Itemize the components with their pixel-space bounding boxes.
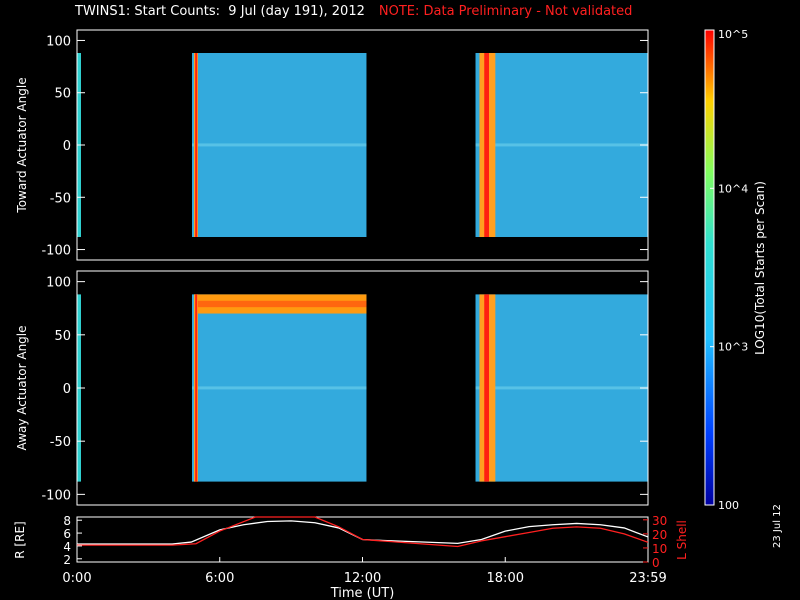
r-tick-label: 2 — [63, 553, 71, 567]
y-tick-label: 50 — [54, 87, 71, 102]
y-tick-label: -50 — [50, 191, 71, 206]
r-tick-label: 6 — [63, 527, 71, 541]
x-tick-label: 6:00 — [205, 571, 234, 586]
chart-title: TWINS1: Start Counts: 9 Jul (day 191), 2… — [75, 4, 365, 19]
high-count-core — [484, 294, 489, 482]
lshell-axis-label: L Shell — [675, 520, 689, 560]
lshell-tick-label: 20 — [652, 528, 667, 542]
date-stamp: 23 Jul 12 — [772, 504, 783, 548]
high-count-core — [195, 294, 198, 482]
colorbar-tick-label: 100 — [718, 499, 739, 512]
colorbar-tick-label: 10^5 — [718, 28, 748, 41]
y-axis-label: Away Actuator Angle — [15, 325, 29, 450]
r-tick-label: 4 — [63, 540, 71, 554]
r-axis-label: R [RE] — [13, 521, 27, 558]
y-axis-label: Toward Actuator Angle — [15, 77, 29, 213]
validation-note: NOTE: Data Preliminary - Not validated — [378, 4, 633, 19]
high-count-core — [195, 53, 198, 237]
y-tick-label: 0 — [63, 382, 71, 397]
lshell-line — [77, 516, 649, 548]
zero-angle-band — [475, 143, 648, 147]
y-tick-label: 0 — [63, 139, 71, 154]
x-tick-label: 0:00 — [62, 571, 91, 586]
r-tick-label: 8 — [63, 514, 71, 528]
zero-angle-band — [475, 386, 648, 390]
y-tick-label: -100 — [41, 244, 71, 259]
zero-angle-band — [191, 386, 367, 390]
zero-angle-band — [191, 143, 367, 147]
y-tick-label: -100 — [41, 488, 71, 503]
colorbar-tick-label: 10^4 — [718, 182, 748, 195]
high-angle-core — [193, 300, 367, 308]
colorbar — [704, 29, 715, 506]
lshell-tick-label: 10 — [652, 542, 667, 556]
y-tick-label: 100 — [46, 34, 71, 49]
colorbar-label: LOG10(Total Starts per Scan) — [753, 181, 767, 355]
lshell-tick-label: 0 — [652, 556, 660, 570]
high-count-core — [484, 53, 489, 237]
x-axis-label: Time (UT) — [330, 586, 395, 600]
x-tick-label: 23:59 — [629, 571, 666, 586]
colorbar-tick-label: 10^3 — [718, 341, 748, 354]
x-tick-label: 12:00 — [344, 571, 381, 586]
chart-title-line: TWINS1: Start Counts: 9 Jul (day 191), 2… — [75, 4, 632, 19]
y-tick-label: 50 — [54, 329, 71, 344]
y-tick-label: 100 — [46, 276, 71, 291]
x-tick-label: 18:00 — [487, 571, 524, 586]
y-tick-label: -50 — [50, 435, 71, 450]
lshell-tick-label: 30 — [652, 514, 667, 528]
